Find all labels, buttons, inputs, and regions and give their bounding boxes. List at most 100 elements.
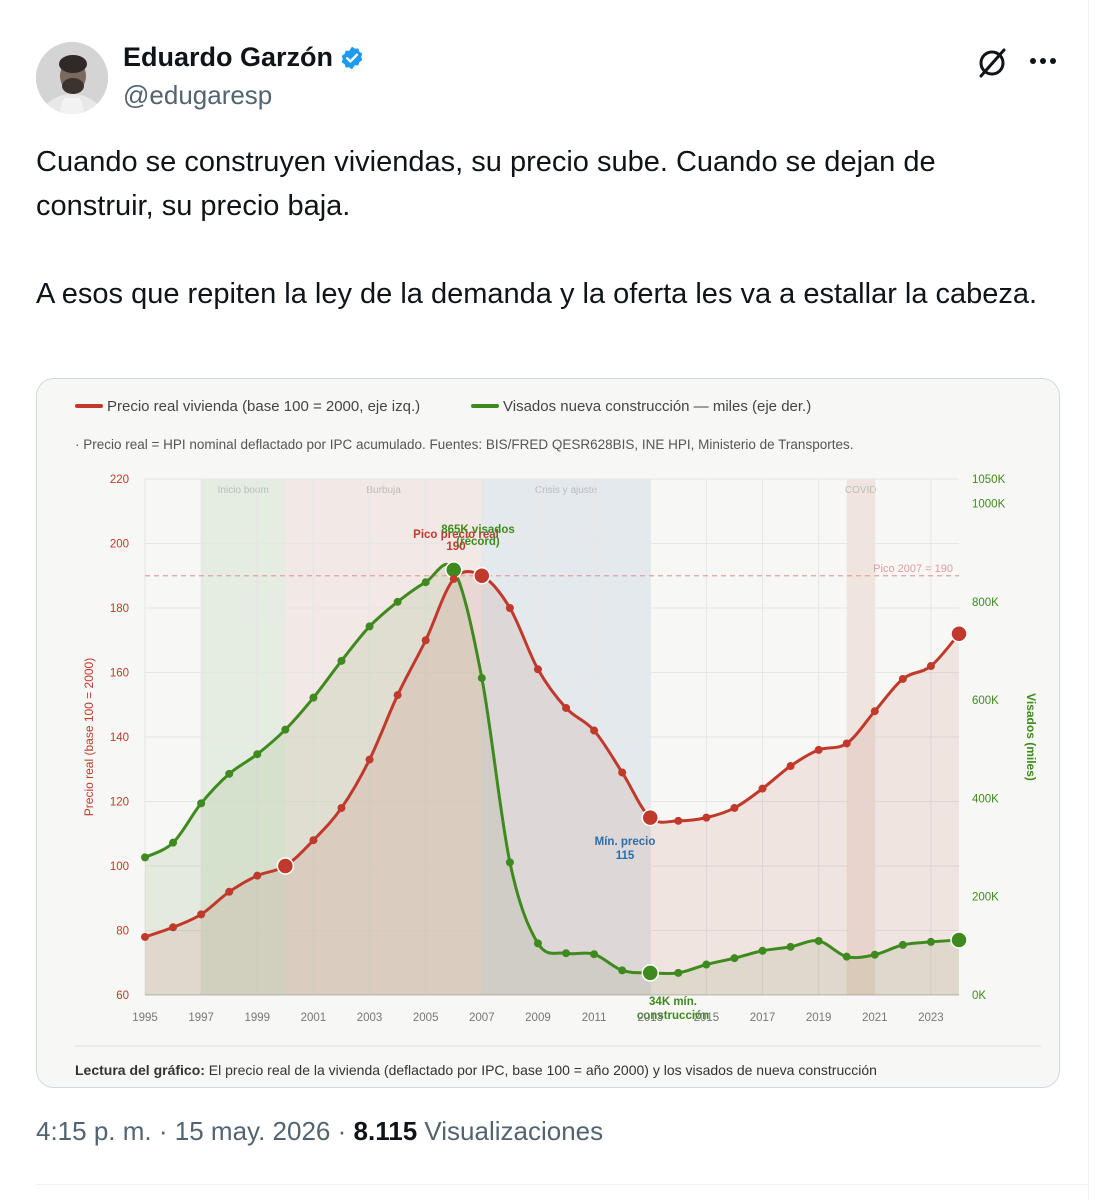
data-point-visados	[758, 946, 767, 955]
divider	[36, 1184, 1088, 1185]
annotation-min-permits-note: construcción	[637, 1010, 709, 1022]
data-point-visados	[562, 949, 571, 958]
data-point-visados	[702, 960, 711, 969]
data-point-precio	[641, 808, 659, 827]
data-point-visados	[926, 937, 935, 946]
data-point-visados	[786, 942, 795, 951]
data-point-visados	[870, 950, 879, 959]
data-point-visados	[365, 622, 374, 631]
annotation-peak-price: Pico precio real	[413, 529, 499, 541]
data-point-precio	[533, 665, 542, 674]
tweet-date[interactable]: 15 may. 2026	[174, 1116, 331, 1146]
data-point-precio	[197, 910, 206, 919]
y-right-tick-label: 800K	[972, 597, 999, 609]
data-point-precio	[814, 745, 823, 754]
data-point-visados	[169, 838, 178, 847]
tweet-meta: 4:15 p. m. · 15 may. 2026 · 8.115 Visual…	[36, 1116, 603, 1147]
chart-subnote: · Precio real = HPI nominal deflactado p…	[75, 437, 853, 452]
grok-icon[interactable]	[975, 46, 1009, 80]
x-tick-label: 2021	[862, 1012, 888, 1024]
x-tick-label: 2023	[918, 1012, 944, 1024]
annotation-min-price-value: 115	[616, 850, 635, 862]
data-point-precio	[898, 674, 907, 683]
data-point-precio	[421, 636, 430, 645]
x-tick-label: 2019	[806, 1012, 832, 1024]
annotation-min-permits: 34K mín.	[649, 996, 697, 1008]
y-right-tick-label: 1000K	[972, 499, 1006, 511]
verified-badge-icon	[341, 46, 363, 69]
x-tick-label: 2009	[525, 1012, 551, 1024]
x-tick-label: 2013	[637, 1012, 663, 1024]
data-point-precio	[562, 703, 571, 712]
data-point-precio	[950, 625, 968, 643]
chart-background	[37, 379, 1059, 1087]
data-point-visados	[842, 952, 851, 961]
y-left-tick-label: 200	[110, 539, 129, 551]
x-tick-label: 2015	[694, 1012, 720, 1024]
data-point-visados	[505, 858, 514, 867]
reference-line-label: Pico 2007 = 190	[873, 563, 953, 575]
data-point-precio	[276, 857, 295, 875]
data-point-visados	[225, 769, 234, 778]
tweet-time[interactable]: 4:15 p. m.	[36, 1116, 152, 1146]
views-count: 8.115	[353, 1116, 418, 1146]
data-point-precio	[702, 813, 711, 822]
data-point-precio	[618, 768, 627, 777]
views-label: Visualizaciones	[424, 1116, 604, 1146]
annotation-peak-price-value: 190	[446, 541, 465, 553]
data-point-visados	[533, 939, 542, 948]
period-label: COVID	[845, 485, 877, 496]
chart-canvas: Precio real vivienda (base 100 = 2000, e…	[37, 379, 1059, 1087]
data-point-visados	[730, 954, 739, 963]
y-left-tick-label: 160	[110, 668, 129, 680]
author-handle[interactable]: @edugaresp	[123, 80, 273, 110]
y-axis-title-right: Visados (miles)	[1024, 693, 1038, 781]
annotation-min-price: Mín. precio	[595, 836, 656, 848]
data-point-visados	[618, 966, 627, 975]
data-point-precio	[870, 707, 879, 716]
y-right-tick-label: 400K	[972, 793, 999, 805]
data-point-visados	[337, 656, 346, 665]
y-left-tick-label: 100	[110, 861, 129, 873]
y-right-tick-label: 1050K	[972, 474, 1006, 486]
display-name[interactable]: Eduardo Garzón	[123, 42, 334, 72]
avatar[interactable]	[36, 42, 108, 114]
data-point-precio	[365, 755, 374, 764]
x-tick-label: 1995	[132, 1012, 158, 1024]
tweet-paragraph-1: Cuando se construyen viviendas, su preci…	[36, 146, 936, 222]
data-point-visados	[281, 725, 290, 734]
y-axis-title-left: Precio real (base 100 = 2000)	[82, 658, 96, 816]
period-label: Burbuja	[366, 485, 401, 496]
annotation-peak-permits-note: (récord)	[456, 536, 500, 548]
y-right-tick-label: 0K	[972, 990, 986, 1002]
tweet-media-chart[interactable]: Precio real vivienda (base 100 = 2000, e…	[36, 378, 1060, 1088]
data-point-visados	[590, 950, 599, 959]
legend-label-green: Visados nueva construcción — miles (eje …	[503, 398, 811, 415]
data-point-precio	[505, 604, 514, 612]
x-tick-label: 2017	[750, 1012, 776, 1024]
data-point-precio	[786, 762, 795, 771]
data-point-precio	[393, 691, 402, 700]
legend-label-red: Precio real vivienda (base 100 = 2000, e…	[107, 398, 420, 415]
data-point-precio	[309, 836, 318, 845]
y-left-tick-label: 140	[110, 732, 129, 744]
data-point-visados	[309, 693, 318, 702]
y-right-tick-label: 200K	[972, 892, 999, 904]
scroll-rail	[1089, 0, 1113, 1200]
tweet-text: Cuando se construyen viviendas, su preci…	[36, 140, 1046, 316]
data-point-visados	[814, 936, 823, 945]
data-point-visados	[898, 940, 907, 949]
y-left-tick-label: 60	[116, 990, 129, 1002]
tweet-article: Eduardo Garzón @edugaresp Cuando se cons…	[36, 0, 1089, 1200]
data-point-precio	[674, 816, 683, 825]
annotation-peak-permits: 865K visados	[441, 524, 515, 536]
x-tick-label: 2007	[469, 1012, 495, 1024]
x-tick-label: 2001	[301, 1012, 327, 1024]
data-point-precio	[253, 871, 262, 880]
data-point-precio	[842, 739, 851, 748]
author-name-row: Eduardo Garzón	[123, 42, 365, 73]
data-point-precio	[337, 803, 346, 812]
data-point-visados	[674, 968, 683, 977]
more-options-icon[interactable]	[1026, 54, 1060, 68]
area-red	[145, 571, 959, 995]
